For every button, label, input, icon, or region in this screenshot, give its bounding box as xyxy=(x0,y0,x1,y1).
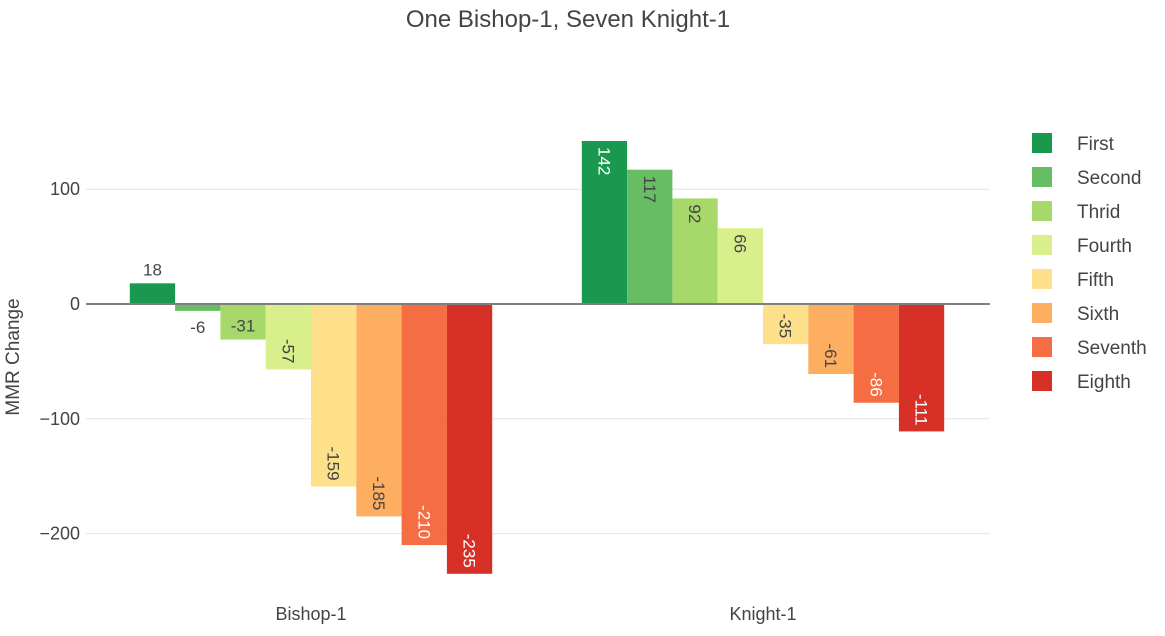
data-label: 66 xyxy=(730,234,749,253)
data-label: 117 xyxy=(640,176,659,203)
legend[interactable]: First Second Thrid Fourth Fifth Sixth Seventh E… xyxy=(1032,133,1147,393)
y-axis-label: MMR Change xyxy=(3,298,24,415)
data-label: -6 xyxy=(190,318,205,337)
bar-fifth-bishop-1 xyxy=(311,304,357,487)
y-tick-label: 0 xyxy=(70,294,80,314)
y-tick-label: −200 xyxy=(39,524,80,544)
bar-sixth-bishop-1 xyxy=(356,304,402,517)
legend-item-fifth[interactable]: Fifth xyxy=(1032,269,1114,291)
legend-label: Eighth xyxy=(1077,372,1131,393)
bar-eighth-knight-1 xyxy=(898,304,945,432)
data-label: -35 xyxy=(776,314,795,339)
data-label: 92 xyxy=(685,204,704,223)
y-tick-label: −100 xyxy=(39,409,80,429)
legend-item-eighth[interactable]: Eighth xyxy=(1032,371,1131,393)
data-label: -57 xyxy=(278,339,297,364)
data-label: -31 xyxy=(231,317,256,336)
legend-label: Second xyxy=(1077,168,1141,189)
grid-layer xyxy=(86,188,990,535)
data-label: -159 xyxy=(324,447,343,481)
legend-swatch xyxy=(1032,371,1052,391)
legend-label: Fourth xyxy=(1077,236,1132,257)
legend-item-second[interactable]: Second xyxy=(1032,167,1141,189)
legend-item-sixth[interactable]: Sixth xyxy=(1032,303,1119,325)
chart-title: One Bishop-1, Seven Knight-1 xyxy=(406,6,730,33)
bar-seventh-knight-1 xyxy=(853,304,899,403)
data-label: 142 xyxy=(594,147,613,175)
data-label: 18 xyxy=(143,260,162,279)
data-label: -111 xyxy=(912,394,931,426)
data-label: -210 xyxy=(414,505,433,539)
data-label: -235 xyxy=(460,534,479,568)
x-axis-ticks: Bishop-1 Knight-1 xyxy=(275,604,796,624)
bar-thrid-bishop-1 xyxy=(220,304,266,340)
bar-fourth-knight-1 xyxy=(717,228,763,304)
bar-fifth-knight-1 xyxy=(763,304,809,345)
legend-swatch xyxy=(1032,337,1052,357)
data-labels: 18 -6 -31 -57 -159 -185 -210 -235 142 117 92 66 -35 -… xyxy=(143,147,931,568)
bar-second-knight-1 xyxy=(627,169,673,304)
x-tick-label: Knight-1 xyxy=(729,604,796,624)
legend-swatch xyxy=(1032,133,1052,153)
legend-label: Seventh xyxy=(1077,338,1147,359)
y-axis-ticks: 100 0 −100 −200 xyxy=(39,179,80,543)
legend-label: Thrid xyxy=(1077,202,1120,223)
bar-first-bishop-1 xyxy=(129,283,176,304)
legend-item-thrid[interactable]: Thrid xyxy=(1032,201,1120,223)
bar-eighth-bishop-1 xyxy=(446,304,493,574)
bar-thrid-knight-1 xyxy=(672,198,718,304)
bar-fourth-bishop-1 xyxy=(265,304,311,370)
data-label: -185 xyxy=(369,476,388,510)
x-tick-label: Bishop-1 xyxy=(275,604,346,624)
bar-sixth-knight-1 xyxy=(808,304,854,375)
legend-swatch xyxy=(1032,269,1052,289)
legend-swatch xyxy=(1032,201,1052,221)
legend-swatch xyxy=(1032,235,1052,255)
bar-seventh-bishop-1 xyxy=(401,304,447,546)
legend-swatch xyxy=(1032,303,1052,323)
bars xyxy=(129,140,945,574)
y-tick-label: 100 xyxy=(50,179,80,199)
legend-item-fourth[interactable]: Fourth xyxy=(1032,235,1132,257)
legend-label: Fifth xyxy=(1077,270,1114,291)
legend-label: First xyxy=(1077,134,1115,155)
data-label: -61 xyxy=(821,343,840,368)
legend-label: Sixth xyxy=(1077,304,1119,325)
data-label: -86 xyxy=(866,372,885,397)
legend-swatch xyxy=(1032,167,1052,187)
bar-second-bishop-1 xyxy=(175,304,221,311)
bar-first-knight-1 xyxy=(581,140,628,304)
legend-item-seventh[interactable]: Seventh xyxy=(1032,337,1147,359)
legend-item-first[interactable]: First xyxy=(1032,133,1115,155)
